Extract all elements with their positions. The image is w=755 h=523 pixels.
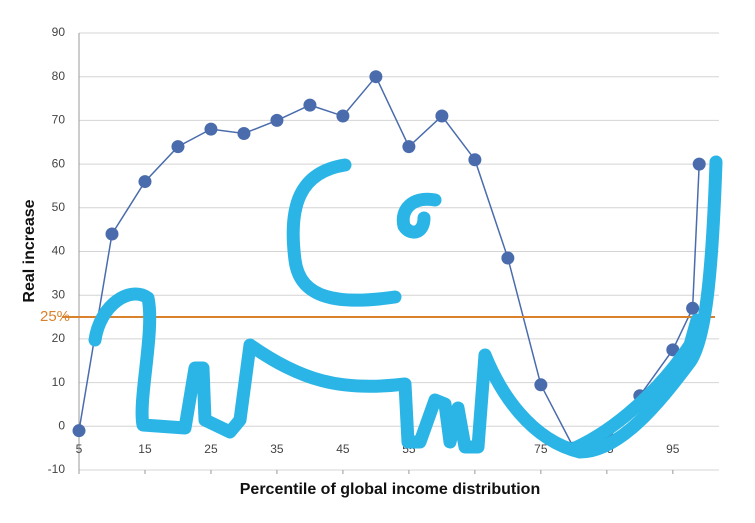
x-axis-title: Percentile of global income distribution — [240, 481, 540, 498]
y-tick-label: 50 — [52, 200, 66, 214]
data-point — [105, 227, 119, 241]
y-tick-label: -10 — [48, 462, 66, 476]
x-tick-label: 45 — [336, 442, 350, 456]
x-tick-label: 95 — [666, 442, 680, 456]
y-tick-label: 30 — [52, 287, 66, 301]
data-point — [72, 424, 86, 438]
x-tick-label: 25 — [204, 442, 218, 456]
elephant-drawing — [88, 155, 723, 459]
reference-label: 25% — [40, 308, 70, 325]
data-point — [237, 127, 251, 141]
data-point — [402, 140, 416, 154]
y-tick-label: 10 — [52, 375, 66, 389]
y-tick-label: 40 — [52, 244, 66, 258]
y-tick-label: 80 — [52, 69, 66, 83]
x-tick-label: 75 — [534, 442, 548, 456]
data-point — [534, 378, 548, 392]
elephant-body — [88, 155, 723, 459]
data-point — [270, 113, 284, 127]
data-point — [336, 109, 350, 123]
data-point — [138, 175, 152, 189]
data-point — [692, 157, 706, 171]
data-point — [204, 122, 218, 136]
x-tick-label: 15 — [138, 442, 152, 456]
x-tick-label: 35 — [270, 442, 284, 456]
data-line — [78, 75, 700, 450]
elephant-eye — [396, 192, 442, 239]
y-tick-label: 90 — [52, 25, 66, 39]
data-point — [501, 251, 515, 265]
data-point — [369, 70, 383, 84]
data-point — [686, 301, 700, 315]
y-tick-label: 60 — [52, 156, 66, 170]
data-point — [303, 98, 317, 112]
data-point — [435, 109, 449, 123]
y-tick-label: 0 — [58, 418, 65, 432]
elephant-head — [286, 158, 402, 307]
data-point — [171, 140, 185, 154]
x-tick-label: 5 — [76, 442, 83, 456]
y-tick-label: 20 — [52, 331, 66, 345]
y-tick-label: 70 — [52, 113, 66, 127]
elephant-tail — [568, 313, 704, 455]
data-point — [666, 343, 680, 357]
data-point — [468, 153, 482, 167]
y-axis-title: Real increase — [21, 199, 38, 302]
